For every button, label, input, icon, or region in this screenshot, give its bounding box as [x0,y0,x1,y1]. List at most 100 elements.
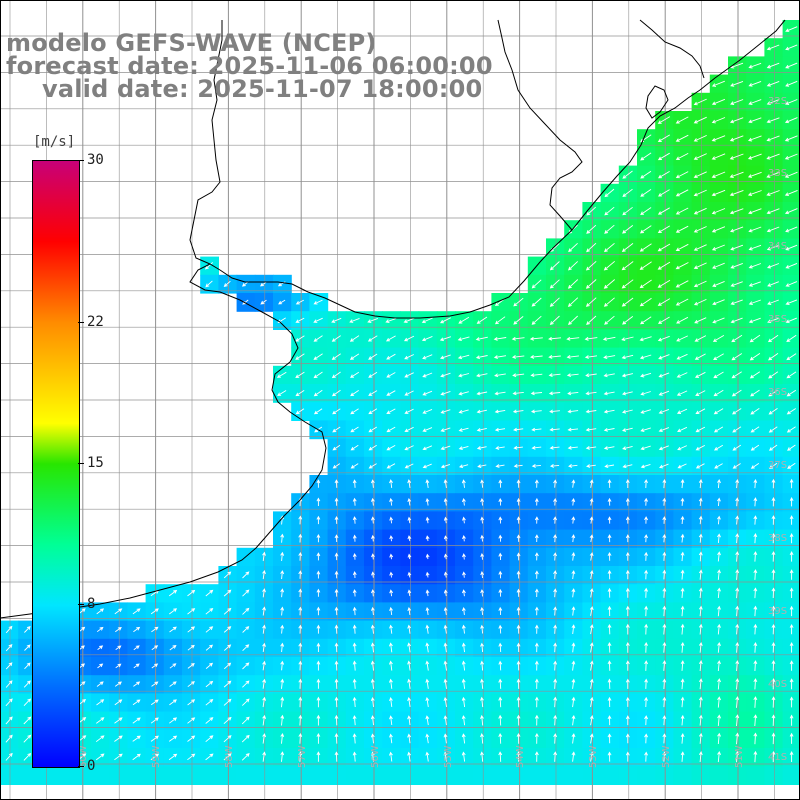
wind-arrow [789,660,794,671]
wind-arrow [644,751,649,762]
speed-cell [182,602,201,622]
wind-arrow [316,588,321,597]
speed-cell [582,475,602,494]
wind-arrow [585,279,597,289]
speed-cell [618,165,638,185]
wind-arrow [603,409,615,414]
wind-arrow [407,606,412,615]
wind-arrow [589,570,594,580]
speed-cell [309,402,329,421]
speed-cell [291,311,310,330]
wind-arrow [352,660,357,671]
wind-arrow [586,224,597,234]
wind-arrow [768,444,778,451]
wind-arrow [677,445,687,451]
wind-arrow [280,660,285,671]
wind-arrow [458,427,469,432]
wind-arrow [513,427,524,432]
wind-arrow [549,261,560,271]
wind-arrow [693,280,707,288]
wind-arrow [114,681,122,687]
wind-arrow [241,716,250,725]
speed-cell [600,311,620,330]
wind-arrow [713,389,724,397]
wind-arrow [498,497,503,506]
speed-cell [236,693,256,713]
wind-arrow [242,607,250,615]
speed-cell [491,420,511,440]
speed-cell [236,293,256,312]
wind-arrow [205,589,214,597]
speed-cell [764,365,784,385]
speed-cell [236,638,256,658]
speed-cell [655,220,674,239]
wind-arrow [753,587,758,599]
wind-arrow [23,752,32,761]
wind-arrow [480,696,484,708]
wind-arrow [571,678,576,689]
wind-arrow [571,497,576,506]
wind-arrow [771,750,776,763]
wind-arrow [280,642,285,653]
speed-cell [200,638,219,658]
wind-arrow [388,751,393,762]
speed-cell [582,256,602,276]
wind-arrow [334,479,339,488]
speed-cell [145,693,165,713]
speed-cell [145,584,165,603]
wind-arrow [786,408,796,415]
speed-cell [273,293,292,312]
wind-arrow [658,189,670,197]
speed-cell [709,402,729,421]
speed-cell [582,657,602,676]
wind-arrow [730,226,744,233]
wind-arrow [698,696,703,708]
speed-cell [382,347,401,367]
wind-arrow [603,391,615,396]
wind-arrow [370,606,375,616]
wind-arrow [735,515,740,525]
wind-arrow [512,373,525,378]
wind-arrow [461,715,466,726]
wind-arrow [331,389,341,397]
wind-arrow [480,479,484,488]
speed-cell [236,657,256,676]
wind-arrow [480,606,485,615]
wind-arrow [735,478,740,489]
wind-arrow [534,479,539,488]
wind-arrow [571,588,576,598]
wind-arrow [516,714,521,726]
speed-cell [673,311,693,330]
wind-arrow [331,371,341,379]
speed-cell [673,147,693,167]
wind-arrow [516,660,521,671]
speed-cell [746,347,765,367]
wind-arrow [785,244,798,251]
wind-arrow [480,714,484,726]
speed-cell [345,384,365,403]
speed-cell [564,274,583,294]
wind-arrow [621,354,634,360]
wind-arrow [386,408,396,414]
wind-arrow [698,641,703,653]
wind-arrow [771,696,776,708]
wind-arrow [334,714,339,726]
speed-cell [618,202,638,221]
wind-arrow [768,353,779,361]
speed-cell [182,711,201,731]
wind-arrow [132,608,141,615]
wind-arrow [553,479,558,488]
wind-arrow [316,714,321,726]
wind-arrow [407,535,412,542]
wind-arrow [370,733,375,744]
wind-arrow [280,570,285,580]
speed-cell [546,293,565,312]
wind-arrow [531,445,542,450]
wind-arrow [676,353,688,360]
wind-arrow [388,642,393,653]
speed-cell [145,766,165,785]
wind-arrow [534,624,539,634]
wind-arrow [440,390,451,396]
wind-arrow [658,354,670,360]
